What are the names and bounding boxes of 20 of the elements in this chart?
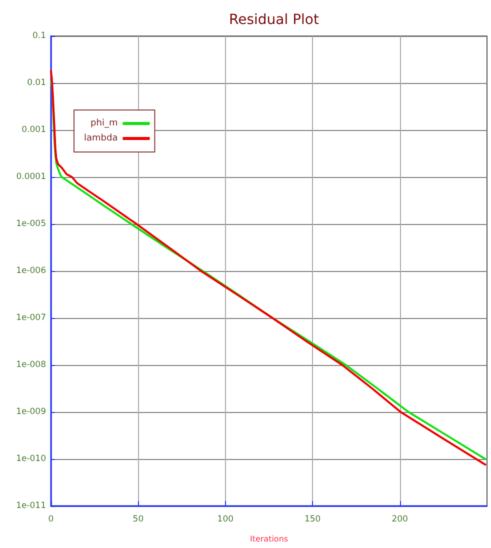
x-tick-label: 50 <box>132 514 144 524</box>
y-tick-label: 0.01 <box>27 78 46 88</box>
y-tick-label: 1e-009 <box>16 407 46 417</box>
x-axis-title: Iterations <box>250 534 288 544</box>
chart-title: Residual Plot <box>229 12 320 28</box>
legend-label: phi_m <box>90 118 118 128</box>
x-tick-label: 150 <box>304 514 321 524</box>
y-tick-label: 1e-010 <box>16 454 46 464</box>
legend-label: lambda <box>84 134 118 144</box>
y-tick-label: 1e-006 <box>16 266 46 276</box>
x-tick-label: 200 <box>392 514 408 524</box>
y-tick-label: 1e-005 <box>16 219 46 229</box>
x-tick-label: 100 <box>217 514 234 524</box>
y-tick-label: 1e-011 <box>16 501 46 511</box>
y-tick-label: 0.1 <box>32 31 46 41</box>
x-tick-label: 0 <box>48 514 54 524</box>
y-tick-label: 0.001 <box>22 125 46 135</box>
y-tick-label: 1e-008 <box>16 360 46 370</box>
y-tick-label: 1e-007 <box>16 313 46 323</box>
y-tick-label: 0.0001 <box>16 172 46 182</box>
